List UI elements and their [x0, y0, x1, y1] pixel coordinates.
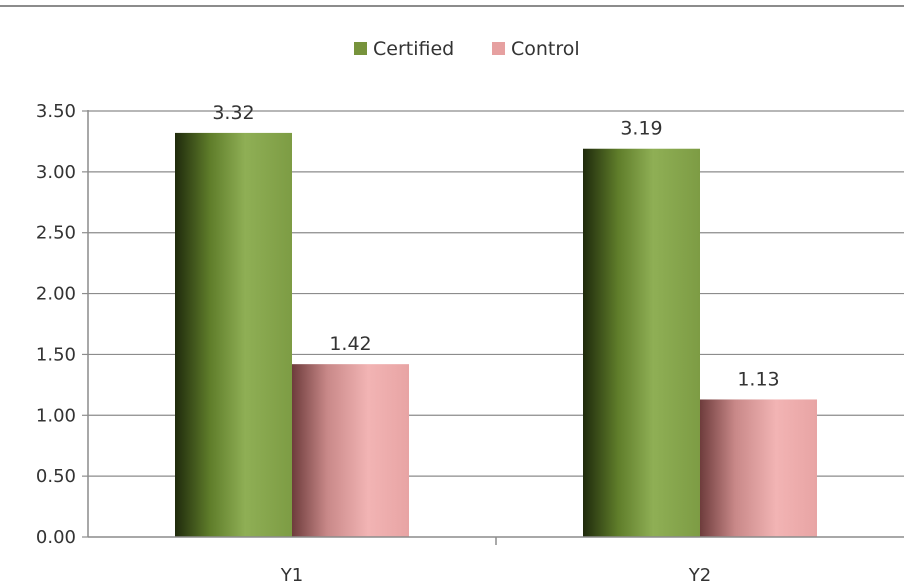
y-tick-label: 2.50 — [36, 223, 76, 244]
data-label-control-y1: 1.42 — [329, 333, 371, 355]
y-tick-label: 3.50 — [36, 101, 76, 122]
legend-swatch-certified — [354, 42, 367, 55]
x-axis-category-labels: Y1 Y2 — [280, 565, 711, 585]
legend-label-certified: Certified — [373, 38, 454, 60]
data-label-certified-y1: 3.32 — [212, 102, 254, 124]
bar-certified-y1 — [175, 132, 292, 537]
y-tick-label: 0.50 — [36, 466, 76, 487]
data-label-certified-y2: 3.19 — [620, 118, 662, 140]
y-tick-label: 1.00 — [36, 405, 76, 426]
y-axis-tick-labels: 0.00 0.50 1.00 1.50 2.00 2.50 3.00 3.50 — [36, 101, 88, 548]
x-category-label: Y1 — [280, 565, 303, 585]
y-tick-label: 3.00 — [36, 162, 76, 183]
bars — [175, 132, 817, 537]
y-tick-label: 1.50 — [36, 344, 76, 365]
data-labels: 3.32 1.42 3.19 1.13 — [212, 102, 779, 391]
bar-control-y1 — [292, 364, 409, 537]
legend-label-control: Control — [511, 38, 580, 60]
bar-certified-y2 — [583, 148, 700, 537]
legend: Certified Control — [354, 38, 580, 60]
legend-swatch-control — [492, 42, 505, 55]
data-label-control-y2: 1.13 — [737, 368, 779, 390]
y-tick-label: 0.00 — [36, 527, 76, 548]
x-category-label: Y2 — [688, 565, 711, 585]
y-tick-label: 2.00 — [36, 284, 76, 305]
bar-control-y2 — [700, 399, 817, 537]
